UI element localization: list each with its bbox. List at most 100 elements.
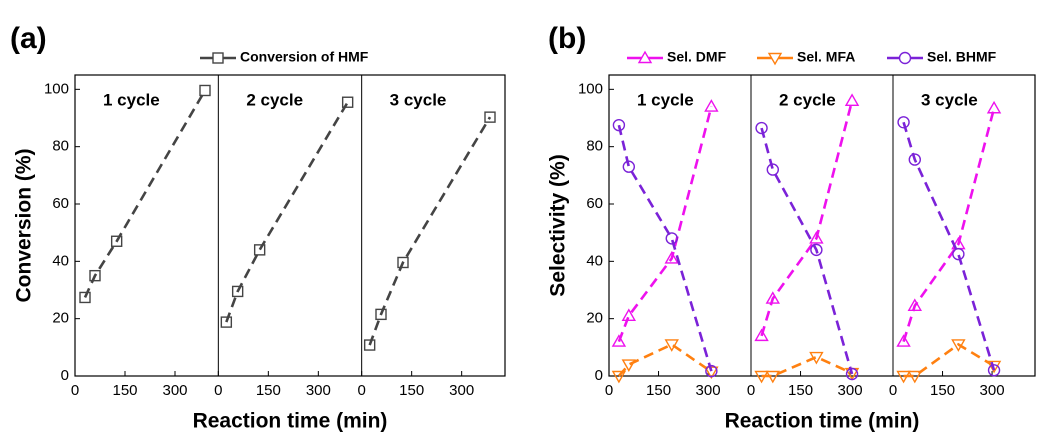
x-tick-label: 300 — [306, 382, 331, 399]
marker — [397, 256, 409, 269]
marker — [704, 99, 719, 112]
panel-title: (a) — [10, 22, 47, 55]
x-tick-label: 150 — [112, 382, 137, 399]
series-line — [617, 106, 713, 343]
marker — [755, 121, 768, 135]
cycle-label: 3 cycle — [390, 90, 447, 109]
cycle-label: 1 cycle — [637, 90, 694, 109]
marker — [845, 367, 859, 381]
y-axis-label: Conversion (%) — [13, 148, 36, 302]
y-tick-label: 0 — [595, 367, 603, 384]
legend-label: Sel. DMF — [667, 49, 727, 65]
y-tick-label: 0 — [61, 367, 69, 384]
series-line — [902, 121, 996, 371]
marker — [766, 163, 779, 176]
x-tick-label: 150 — [646, 382, 671, 399]
y-tick-label: 40 — [586, 252, 603, 269]
marker — [705, 364, 718, 378]
marker — [484, 111, 496, 123]
series-line — [225, 101, 349, 323]
legend-label: Sel. MFA — [797, 49, 855, 65]
x-tick-label: 150 — [399, 382, 424, 399]
cycle-label: 2 cycle — [246, 90, 303, 109]
marker — [844, 93, 860, 107]
marker — [765, 291, 781, 304]
y-tick-label: 20 — [52, 310, 69, 327]
marker — [765, 370, 781, 384]
x-tick-label: 150 — [256, 382, 281, 399]
x-tick-label: 0 — [214, 382, 222, 399]
x-tick-label: 0 — [889, 382, 897, 399]
y-tick-label: 60 — [52, 195, 69, 212]
marker — [896, 370, 911, 384]
x-tick-label: 0 — [747, 382, 755, 399]
x-tick-label: 0 — [357, 382, 365, 399]
legend-marker — [767, 52, 783, 66]
marker — [664, 251, 679, 264]
marker — [754, 370, 769, 384]
marker — [986, 360, 1002, 374]
marker — [363, 339, 376, 351]
series-line — [368, 116, 492, 346]
marker — [987, 364, 1001, 377]
marker — [341, 96, 354, 108]
cycle-label: 3 cycle — [921, 90, 978, 109]
marker — [612, 118, 626, 132]
marker — [89, 269, 101, 282]
marker — [231, 285, 244, 298]
x-tick-label: 300 — [838, 382, 863, 399]
marker — [253, 244, 266, 256]
series-line — [760, 100, 854, 337]
marker — [79, 291, 91, 304]
series-line — [903, 342, 995, 378]
marker — [907, 370, 923, 384]
y-tick-label: 20 — [586, 310, 603, 327]
plot-frame — [74, 74, 506, 377]
marker — [621, 308, 637, 321]
y-tick-label: 40 — [52, 252, 69, 269]
marker — [810, 243, 823, 257]
legend-label: Sel. BHMF — [927, 49, 997, 65]
marker — [199, 84, 211, 97]
x-axis-label: Reaction time (min) — [193, 410, 388, 433]
y-tick-label: 100 — [44, 80, 69, 97]
legend-marker — [637, 50, 653, 64]
legend-marker — [212, 52, 224, 64]
marker — [907, 298, 923, 311]
marker — [908, 153, 921, 166]
x-tick-label: 150 — [788, 382, 813, 399]
marker — [621, 359, 637, 372]
cycle-label: 1 cycle — [103, 90, 160, 109]
marker — [375, 308, 387, 321]
marker — [951, 339, 966, 352]
x-tick-label: 300 — [449, 382, 474, 399]
series-line — [761, 355, 853, 378]
marker — [665, 232, 678, 245]
series-line — [760, 127, 854, 375]
plot-frame — [608, 74, 1036, 377]
x-tick-label: 300 — [980, 382, 1005, 399]
x-tick-label: 300 — [696, 382, 721, 399]
x-tick-label: 300 — [162, 382, 187, 399]
marker — [896, 334, 911, 347]
marker — [897, 116, 910, 129]
cycle-label: 2 cycle — [779, 90, 836, 109]
x-axis-label: Reaction time (min) — [725, 410, 920, 433]
marker — [952, 247, 965, 261]
marker — [809, 230, 824, 244]
marker — [622, 160, 636, 173]
marker — [809, 351, 824, 365]
marker — [611, 334, 627, 347]
y-tick-label: 60 — [586, 195, 603, 212]
x-tick-label: 150 — [930, 382, 955, 399]
marker — [611, 370, 627, 384]
y-tick-label: 100 — [578, 80, 603, 97]
x-tick-label: 0 — [605, 382, 613, 399]
series-line — [902, 107, 996, 342]
marker — [986, 100, 1002, 114]
marker — [754, 328, 769, 342]
series-line — [617, 342, 713, 377]
marker — [110, 235, 123, 247]
legend-marker — [898, 51, 912, 65]
